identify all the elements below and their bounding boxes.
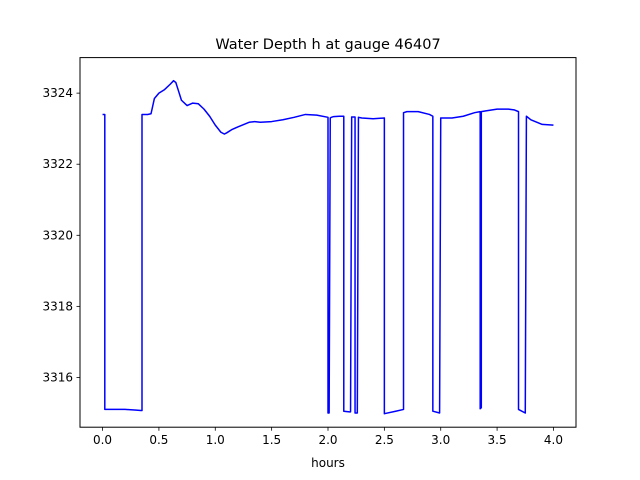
x-tick-label: 2.5 <box>375 433 394 447</box>
x-tick-label: 2.0 <box>318 433 337 447</box>
y-tick-label: 3320 <box>42 228 73 242</box>
plot-frame <box>79 57 577 428</box>
x-tick-label: 3.0 <box>431 433 450 447</box>
y-tick-label: 3318 <box>42 299 73 313</box>
x-tick-label: 0.0 <box>93 433 112 447</box>
x-tick-label: 0.5 <box>149 433 168 447</box>
series-layer <box>102 79 554 415</box>
x-tick-label: 4.0 <box>544 433 563 447</box>
chart-title: Water Depth h at gauge 46407 <box>215 37 440 53</box>
x-tick-label: 3.5 <box>488 433 507 447</box>
x-tick-label: 1.0 <box>206 433 225 447</box>
x-axis-label: hours <box>311 456 345 470</box>
x-tick-label: 1.5 <box>262 433 281 447</box>
ticks-layer: 0.0 0.5 1.0 1.5 2.0 2.5 3.0 3.5 4.0 3316 3318 3320 3… <box>42 86 563 447</box>
y-tick-label: 3316 <box>42 370 73 384</box>
y-tick-label: 3322 <box>42 157 73 171</box>
series-line <box>102 79 554 415</box>
y-tick-label: 3324 <box>42 86 73 100</box>
